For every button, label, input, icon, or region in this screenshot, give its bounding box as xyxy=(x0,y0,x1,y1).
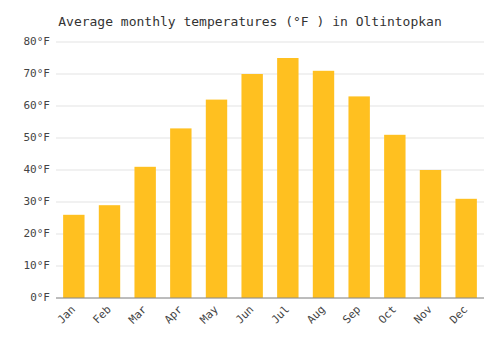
y-tick-label: 50°F xyxy=(24,131,51,144)
y-tick-label: 80°F xyxy=(24,35,51,48)
y-tick-label: 70°F xyxy=(24,67,51,80)
x-axis-line xyxy=(56,298,484,299)
grid xyxy=(56,42,484,298)
y-tick-label: 0°F xyxy=(30,291,50,304)
grid-line xyxy=(56,106,484,107)
y-tick-label: 20°F xyxy=(24,227,51,240)
bar xyxy=(134,167,155,298)
bar xyxy=(170,128,191,298)
bar xyxy=(63,215,84,298)
bar xyxy=(99,205,120,298)
x-tick-label: Mar xyxy=(126,303,150,327)
y-tick-label: 60°F xyxy=(24,99,51,112)
chart-title: Average monthly temperatures (°F ) in Ol… xyxy=(58,14,442,29)
bar xyxy=(277,58,298,298)
x-tick-label: Nov xyxy=(411,303,435,327)
bar xyxy=(241,74,262,298)
bar xyxy=(384,135,405,298)
grid-line xyxy=(56,42,484,43)
grid-line xyxy=(56,138,484,139)
y-tick-label: 30°F xyxy=(24,195,51,208)
grid-line xyxy=(56,298,484,299)
bars xyxy=(63,58,477,298)
x-tick-label: May xyxy=(197,303,221,327)
bar xyxy=(313,71,334,298)
bar xyxy=(420,170,441,298)
x-tick-label: Aug xyxy=(304,303,327,326)
x-axis: Jan Feb Mar Apr May Jun Jul Aug Sep Oct Nov Dec xyxy=(55,298,484,326)
bar xyxy=(455,199,476,298)
x-tick-label: Feb xyxy=(90,303,113,326)
grid-line xyxy=(56,74,484,75)
x-tick-label: Dec xyxy=(447,303,470,326)
chart-svg: 0°F 10°F 20°F 30°F 40°F 50°F 60°F 70°F 80°F Jan Fe… xyxy=(0,0,500,350)
x-tick-label: Jan xyxy=(55,303,78,326)
x-tick-label: Jul xyxy=(269,303,292,326)
bar xyxy=(206,100,227,298)
y-axis: 0°F 10°F 20°F 30°F 40°F 50°F 60°F 70°F 80°F xyxy=(24,35,51,304)
x-tick-label: Oct xyxy=(376,303,399,326)
x-tick-label: Apr xyxy=(162,303,186,327)
x-tick-label: Jun xyxy=(233,303,256,326)
chart-container: 0°F 10°F 20°F 30°F 40°F 50°F 60°F 70°F 80°F Jan Fe… xyxy=(0,0,500,350)
y-tick-label: 10°F xyxy=(24,259,51,272)
bar xyxy=(348,96,369,298)
x-tick-label: Sep xyxy=(340,303,363,326)
y-tick-label: 40°F xyxy=(24,163,51,176)
